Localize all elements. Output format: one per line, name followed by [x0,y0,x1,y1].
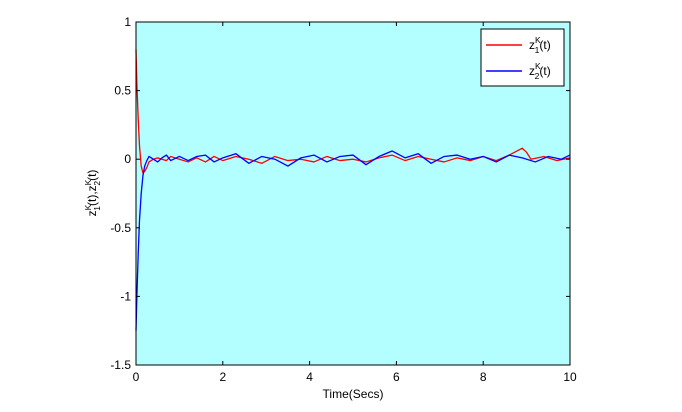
y-tick-label: -1.5 [110,358,131,372]
y-axis-label: zK1(t),zK2(t) [83,170,102,217]
legend-box [480,28,565,87]
x-tick-label: 8 [480,370,487,384]
x-tick-label: 4 [306,370,313,384]
legend: zK 1(t) zK 2(t) [480,28,565,87]
y-tick-label: -0.5 [110,221,131,235]
x-tick-label: 6 [393,370,400,384]
axes-layer [135,21,571,366]
ticks-layer: 0 2 4 6 8 10 -1.5 -1 -0.5 0 0.5 1 [110,15,577,384]
x-axis-label: Time(Secs) [323,387,384,401]
x-tick-label: 10 [563,370,577,384]
series-line-z2 [135,150,571,331]
y-tick-label: -1 [120,289,131,303]
series-layer [135,49,571,331]
y-tick-label: 0 [124,152,131,166]
legend-label-z2: zK 2(t) [529,61,551,81]
legend-label-z1: zK 1(t) [529,35,551,55]
axes-frame [135,21,571,366]
x-tick-label: 2 [219,370,226,384]
x-tick-label: 0 [133,370,140,384]
y-tick-label: 1 [124,15,131,29]
y-tick-label: 0.5 [114,84,131,98]
